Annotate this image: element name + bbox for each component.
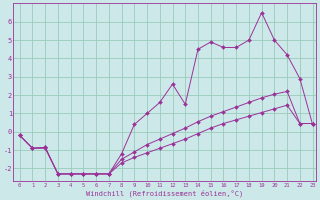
X-axis label: Windchill (Refroidissement éolien,°C): Windchill (Refroidissement éolien,°C) xyxy=(86,189,244,197)
